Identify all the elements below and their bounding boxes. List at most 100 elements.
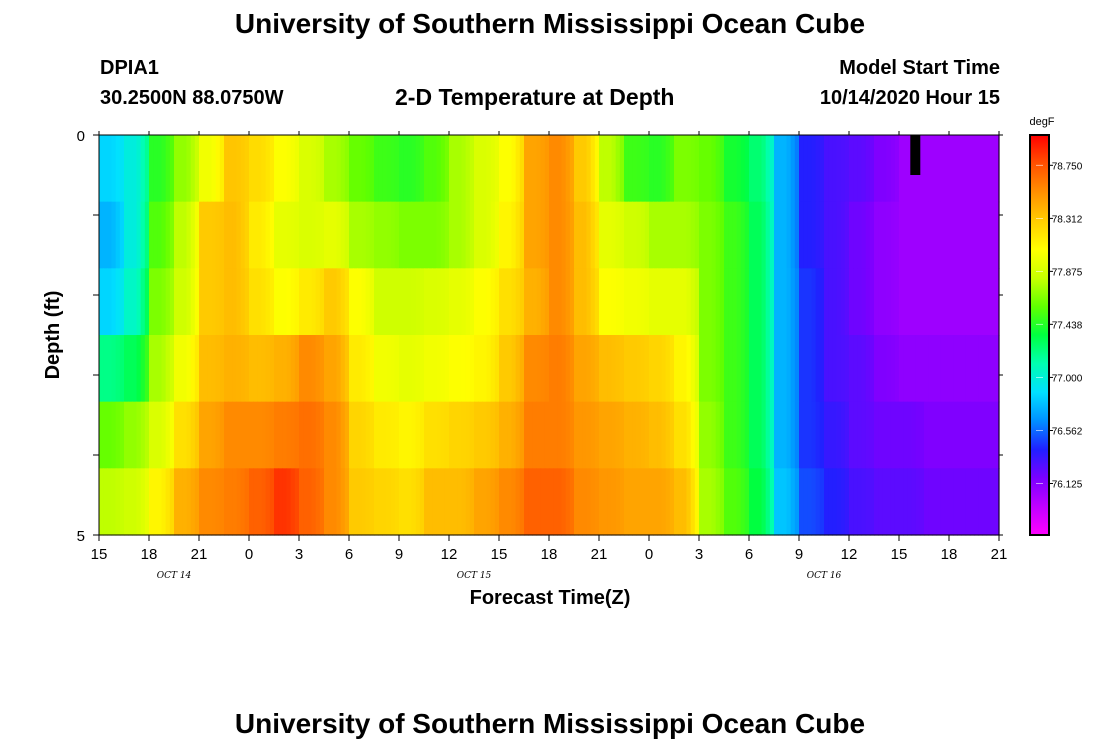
heatmap-cell (111, 468, 117, 536)
heatmap-cell (361, 201, 367, 269)
heatmap-cell (890, 268, 896, 336)
heatmap-cell (940, 335, 946, 403)
heatmap-cell (415, 335, 421, 403)
heatmap-cell (165, 135, 171, 203)
heatmap-cell (261, 401, 267, 469)
heatmap-cell (894, 468, 900, 536)
heatmap-cell (344, 468, 350, 536)
heatmap-cell (553, 335, 558, 403)
x-tick-label: 3 (295, 546, 303, 563)
heatmap-cell (115, 335, 121, 403)
heatmap-cell (169, 201, 175, 269)
heatmap-cell (882, 201, 888, 269)
heatmap-cell (586, 201, 592, 269)
heatmap-cell (328, 401, 333, 469)
heatmap-cell (336, 468, 342, 536)
heatmap-cell (328, 268, 333, 336)
heatmap-cell (149, 335, 154, 403)
heatmap-cell (144, 335, 150, 403)
heatmap-cell (161, 268, 167, 336)
heatmap-cell (632, 268, 638, 336)
heatmap-cell (365, 401, 371, 469)
heatmap-cell (686, 201, 692, 269)
heatmap-cell (107, 468, 113, 536)
heatmap-cell (507, 201, 513, 269)
heatmap-cell (969, 268, 975, 336)
heatmap-cell (699, 135, 704, 203)
heatmap-cell (240, 268, 246, 336)
heatmap-cell (561, 468, 567, 536)
heatmap-cell (974, 201, 979, 269)
heatmap-cell (369, 135, 375, 203)
heatmap-cell (974, 268, 979, 336)
heatmap-cell (536, 268, 542, 336)
heatmap-cell (465, 335, 471, 403)
heatmap-cell (461, 468, 467, 536)
heatmap-cell (319, 335, 325, 403)
heatmap-cell (253, 468, 258, 536)
heatmap-cell (828, 268, 833, 336)
heatmap-cell (161, 201, 167, 269)
heatmap-cell (911, 401, 917, 469)
heatmap-cell (994, 335, 1000, 403)
heatmap-cell (694, 401, 700, 469)
heatmap-cell (540, 268, 546, 336)
heatmap-cell (190, 468, 196, 536)
heatmap-cell (328, 468, 333, 536)
heatmap-cell (215, 201, 221, 269)
heatmap-cell (136, 268, 142, 336)
heatmap-cell (453, 468, 458, 536)
heatmap-cell (399, 201, 404, 269)
heatmap-cell (232, 335, 238, 403)
heatmap-cell (753, 401, 758, 469)
heatmap-cell (615, 401, 621, 469)
heatmap-cell (544, 335, 550, 403)
heatmap-cell (324, 335, 329, 403)
heatmap-cell (536, 468, 542, 536)
heatmap-cell (853, 401, 858, 469)
heatmap-cell (474, 268, 479, 336)
heatmap-cell (928, 268, 933, 336)
heatmap-cell (236, 468, 242, 536)
heatmap-cell (661, 468, 667, 536)
heatmap-cell (199, 201, 204, 269)
heatmap-cell (657, 268, 663, 336)
heatmap-cell (499, 468, 504, 536)
heatmap-cell (740, 135, 746, 203)
heatmap-cell (186, 135, 192, 203)
heatmap-cell (794, 201, 800, 269)
heatmap-cell (449, 201, 454, 269)
heatmap-cell (807, 335, 813, 403)
heatmap-cell (194, 401, 200, 469)
heatmap-cell (778, 468, 783, 536)
heatmap-cell (757, 335, 763, 403)
heatmap-cell (486, 135, 492, 203)
heatmap-cell (444, 135, 450, 203)
heatmap-cell (574, 401, 579, 469)
heatmap-cell (865, 201, 871, 269)
heatmap-cell (390, 335, 396, 403)
heatmap-cell (499, 401, 504, 469)
heatmap-cell (774, 335, 779, 403)
heatmap-cell (753, 201, 758, 269)
heatmap-cell (111, 268, 117, 336)
heatmap-cell (965, 401, 971, 469)
heatmap-cell (432, 135, 438, 203)
heatmap-cell (107, 201, 113, 269)
heatmap-cell (882, 468, 888, 536)
date-label: OCT 16 (807, 571, 842, 581)
heatmap-cell (619, 401, 625, 469)
heatmap-cell (315, 135, 321, 203)
heatmap-cell (686, 135, 692, 203)
heatmap-cell (124, 335, 129, 403)
heatmap-cell (503, 335, 508, 403)
heatmap-cell (169, 135, 175, 203)
heatmap-cell (803, 268, 808, 336)
heatmap-cell (374, 468, 379, 536)
heatmap-cell (453, 268, 458, 336)
heatmap-cell (294, 268, 300, 336)
heatmap-cell (761, 335, 767, 403)
heatmap-cell (740, 201, 746, 269)
heatmap-cell (211, 135, 217, 203)
heatmap-cell (749, 335, 754, 403)
